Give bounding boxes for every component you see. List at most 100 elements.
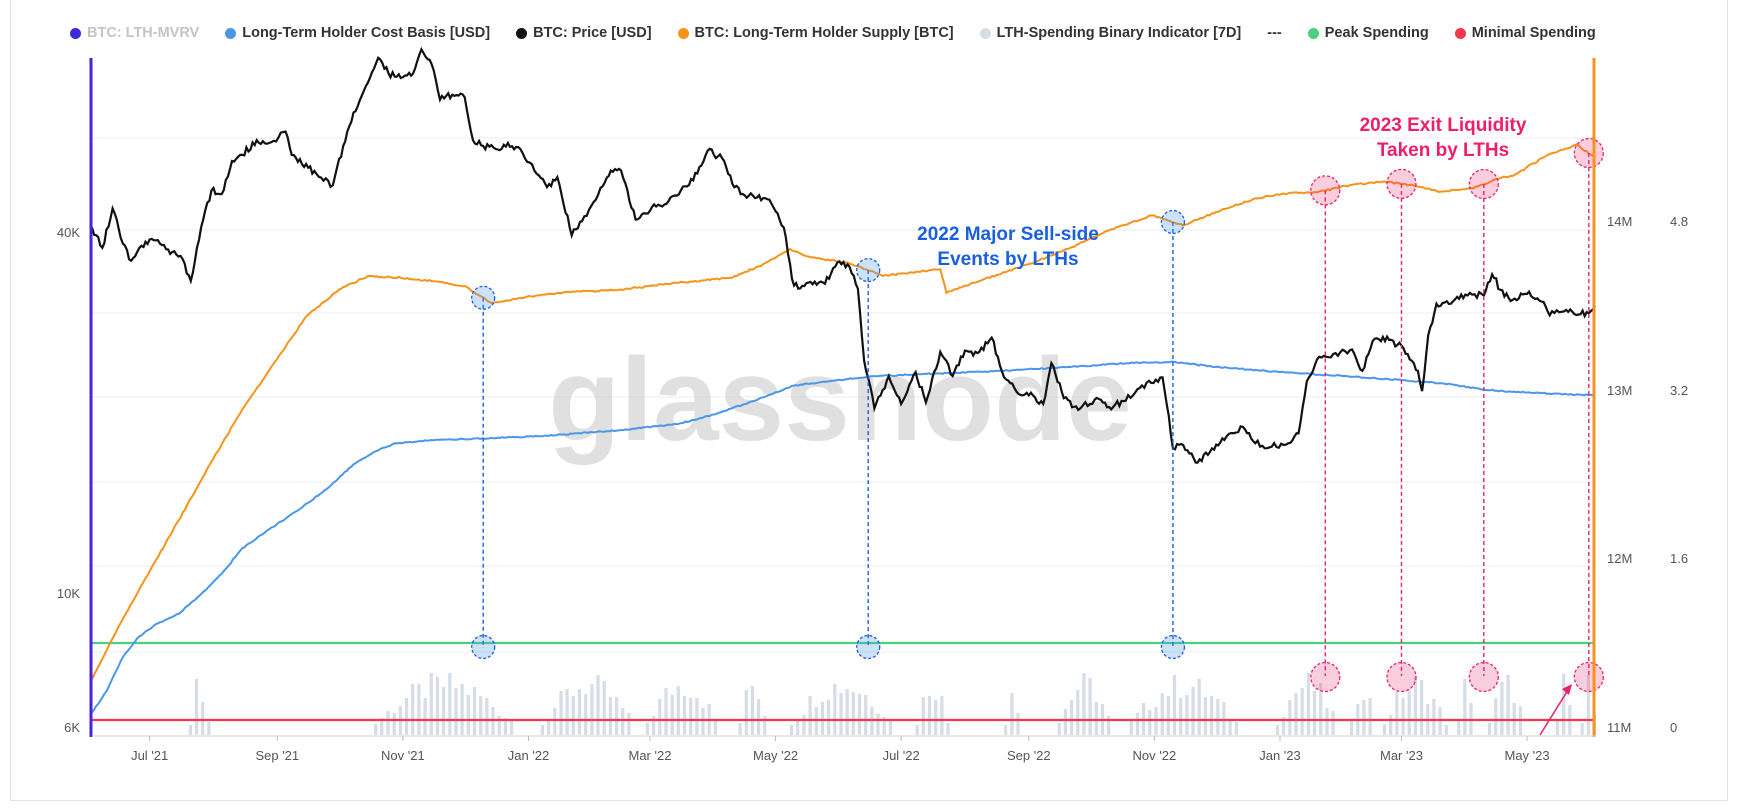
spending-bar xyxy=(448,673,452,735)
legend-item[interactable]: Long-Term Holder Cost Basis [USD] xyxy=(225,25,490,41)
spending-bar xyxy=(207,722,211,735)
pink-event-marker xyxy=(1573,137,1604,169)
y-mvrv-tick-label: 1.6 xyxy=(1670,551,1688,566)
spending-bar xyxy=(553,708,557,735)
pink-event-marker xyxy=(1386,168,1417,199)
spending-bar xyxy=(738,723,742,735)
spending-bar xyxy=(820,702,825,735)
blue-event-marker xyxy=(1160,209,1186,235)
spending-bar xyxy=(1586,675,1590,735)
spending-bar xyxy=(1185,695,1189,735)
blue-event-marker xyxy=(1160,634,1186,660)
spending-bar xyxy=(1319,683,1323,735)
chart-legend: BTC: LTH-MVRV Long-Term Holder Cost Basis… xyxy=(70,22,1622,44)
legend-item[interactable]: LTH-Spending Binary Indicator [7D] xyxy=(979,25,1241,41)
blue-event-marker xyxy=(471,634,496,660)
pink-event-marker xyxy=(1310,661,1341,693)
spending-bar xyxy=(921,697,925,735)
spending-bar xyxy=(1179,698,1183,735)
y-supply-tick-label: 12M xyxy=(1607,551,1632,566)
y-supply-tick-label: 14M xyxy=(1607,214,1632,229)
annotation-blue-line1: 2022 Major Sell-side xyxy=(917,224,1099,245)
annotation-blue-line2: Events by LTHs xyxy=(937,249,1078,270)
spending-bar xyxy=(584,694,588,735)
spending-bar xyxy=(652,716,656,735)
spending-bar xyxy=(676,686,680,735)
x-tick-label: Sep '22 xyxy=(1007,748,1051,763)
legend-dot-icon xyxy=(677,27,689,39)
legend-label: BTC: LTH-MVRV xyxy=(87,25,200,41)
legend-item[interactable]: BTC: LTH-MVRV xyxy=(70,25,199,41)
spending-bar xyxy=(1580,723,1584,735)
pink-event-marker xyxy=(1310,175,1341,206)
spending-bar xyxy=(1362,700,1366,735)
spending-bar xyxy=(194,679,199,735)
spending-bar xyxy=(1166,696,1170,735)
pink-event-marker xyxy=(1386,661,1417,693)
spending-bar xyxy=(1395,692,1399,735)
spending-bar xyxy=(559,691,563,735)
spending-bar xyxy=(510,721,514,735)
pink-arrow-line xyxy=(1539,689,1569,736)
spending-bar xyxy=(664,688,668,735)
legend-dot-icon xyxy=(1454,27,1466,39)
spending-bar xyxy=(1135,713,1140,735)
watermark: glassnode xyxy=(548,334,1132,466)
btc-price-line xyxy=(90,46,1596,464)
spending-bar xyxy=(540,725,544,735)
spending-bar xyxy=(750,686,754,735)
spending-bar xyxy=(1407,689,1411,735)
x-tick-label: Jan '22 xyxy=(508,748,550,763)
spending-bar xyxy=(833,684,837,735)
y-mvrv-tick-label: 0 xyxy=(1670,720,1677,735)
spending-bar xyxy=(460,684,464,735)
spending-bar xyxy=(417,684,421,735)
spending-bar xyxy=(608,697,612,735)
spending-bar xyxy=(845,689,849,735)
spending-bar xyxy=(590,684,594,735)
spending-bar xyxy=(577,689,582,735)
spending-bar xyxy=(1432,699,1436,735)
spending-bar xyxy=(1368,698,1372,735)
spending-bar xyxy=(392,713,396,735)
spending-bar xyxy=(497,716,501,735)
spending-bar xyxy=(1275,725,1280,735)
y-supply-tick-label: 13M xyxy=(1607,383,1632,398)
spending-bar xyxy=(876,714,880,735)
x-tick-label: Nov '21 xyxy=(381,748,425,763)
spending-bar xyxy=(1282,717,1286,735)
legend-item[interactable]: Peak Spending xyxy=(1307,25,1429,41)
spending-bar xyxy=(201,702,205,735)
y-left-tick-label: 40K xyxy=(57,225,80,240)
spending-bar xyxy=(1082,673,1086,735)
spending-bar xyxy=(857,694,862,735)
spending-bar xyxy=(1555,720,1560,735)
legend-dot-icon xyxy=(225,27,237,39)
spending-bar xyxy=(1494,698,1498,735)
legend-item[interactable]: BTC: Price [USD] xyxy=(516,25,652,41)
spending-bar xyxy=(1300,688,1304,735)
annotation-pink-line1: 2023 Exit Liquidity xyxy=(1360,115,1527,136)
legend-dot-icon xyxy=(516,27,528,39)
spending-bar xyxy=(864,695,868,735)
x-tick-label: Jul '22 xyxy=(883,748,920,763)
spending-bar xyxy=(435,677,439,735)
legend-label: BTC: Long-Term Holder Supply [BTC] xyxy=(694,25,954,41)
x-tick-label: Jul '21 xyxy=(131,748,168,763)
x-tick-label: May '23 xyxy=(1504,748,1549,763)
spending-bar xyxy=(596,675,600,735)
spending-bar xyxy=(1420,680,1424,735)
spending-bar xyxy=(1172,675,1177,735)
spending-bar xyxy=(1076,690,1080,735)
spending-bar xyxy=(188,725,192,735)
y-mvrv-tick-label: 3.2 xyxy=(1670,383,1688,398)
spending-bar xyxy=(466,695,470,735)
legend-item[interactable]: --- xyxy=(1267,25,1282,41)
spending-bar xyxy=(1063,709,1067,735)
spending-bar xyxy=(386,711,390,735)
legend-dot-icon xyxy=(70,27,81,39)
legend-item[interactable]: Minimal Spending xyxy=(1454,25,1596,41)
spending-bar xyxy=(763,716,767,735)
legend-item[interactable]: BTC: Long-Term Holder Supply [BTC] xyxy=(677,25,954,41)
spending-bar xyxy=(1331,711,1335,735)
